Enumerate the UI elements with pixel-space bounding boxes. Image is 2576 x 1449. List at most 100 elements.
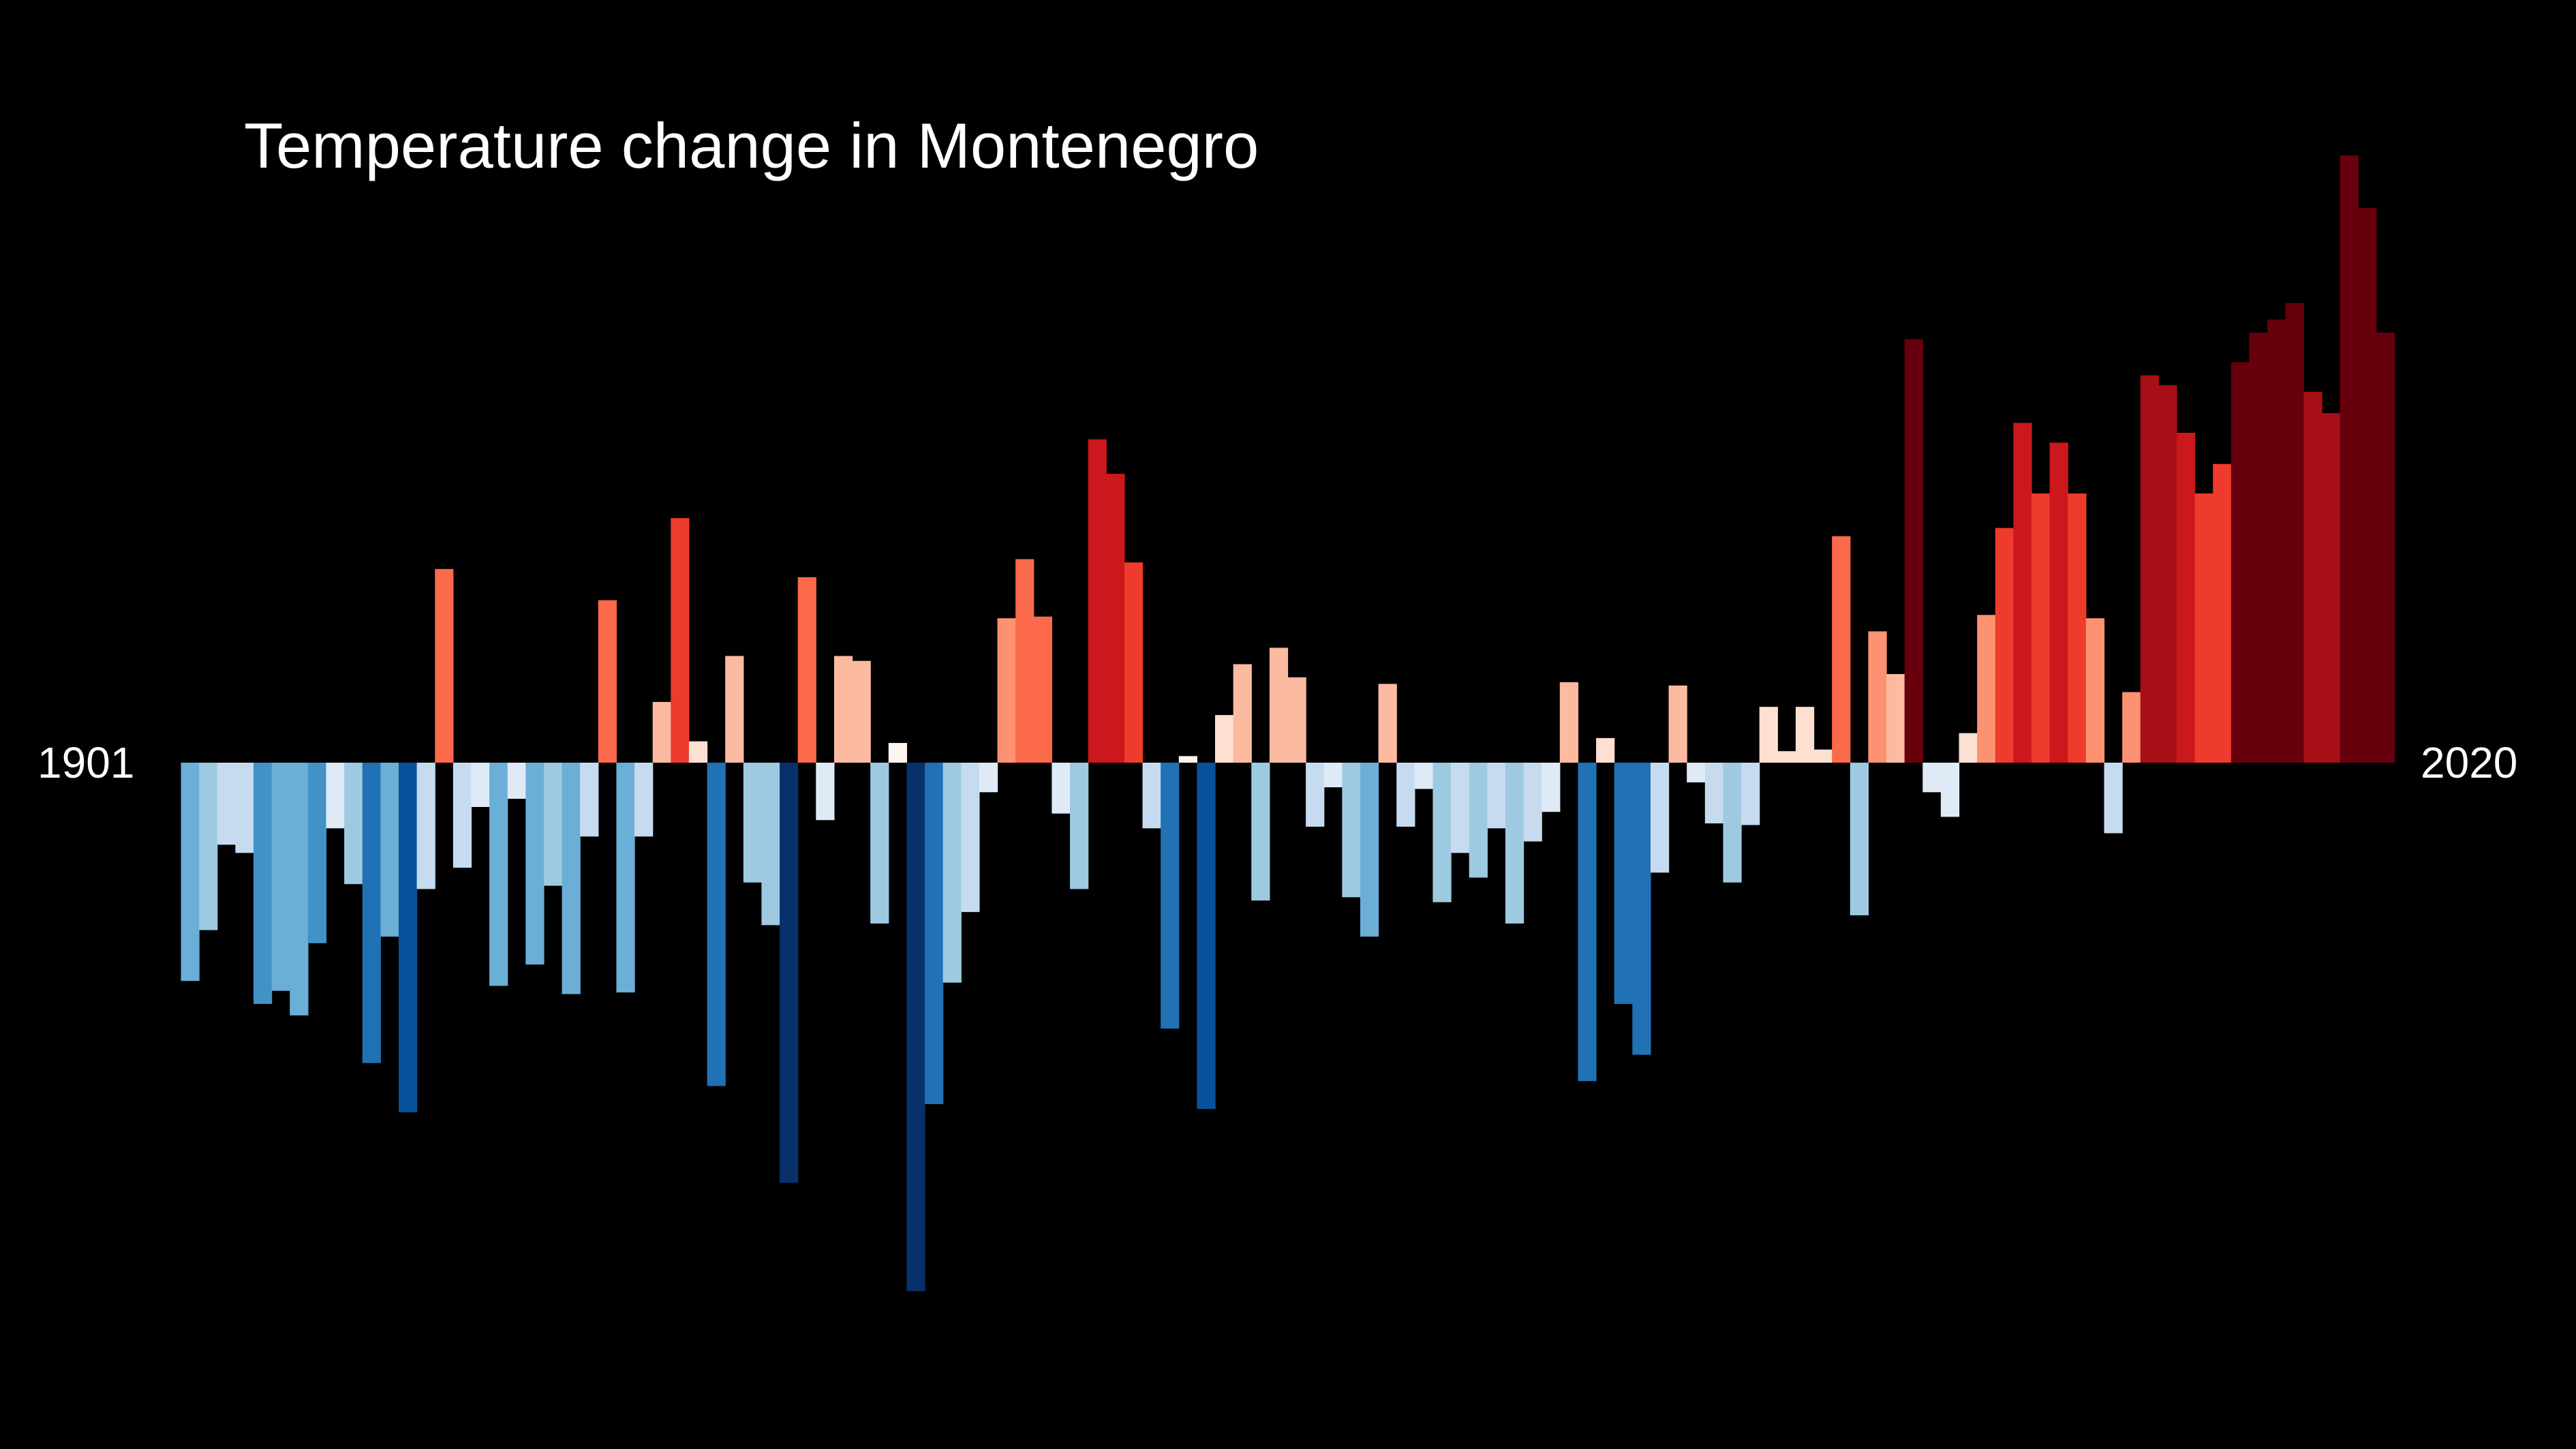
- bar-1976: [1542, 763, 1561, 812]
- bar-1994: [1868, 631, 1887, 763]
- bar-1953: [1124, 562, 1144, 763]
- bar-1929: [688, 741, 708, 763]
- bar-2004: [2049, 442, 2068, 763]
- bar-1941: [906, 763, 925, 1292]
- bar-1985: [1704, 763, 1724, 824]
- start-year-label: 1901: [37, 738, 135, 787]
- bar-1993: [1850, 763, 1869, 915]
- end-year-label: 2020: [2421, 738, 2518, 787]
- bar-2021: [2358, 208, 2377, 763]
- bar-1973: [1487, 763, 1506, 829]
- bar-2001: [1995, 528, 2014, 763]
- bar-1921: [543, 763, 563, 886]
- bar-1924: [598, 600, 617, 763]
- bar-1970: [1432, 763, 1452, 902]
- bar-1940: [888, 743, 908, 763]
- bar-1969: [1414, 763, 1434, 789]
- bar-1947: [1015, 559, 1034, 763]
- bar-1997: [1922, 763, 1942, 793]
- bar-2011: [2177, 432, 2196, 763]
- bar-1916: [453, 763, 472, 868]
- bar-1960: [1251, 763, 1270, 901]
- bar-1932: [743, 763, 763, 883]
- bar-1962: [1287, 677, 1306, 763]
- bar-1930: [707, 763, 726, 1086]
- bar-1971: [1451, 763, 1470, 853]
- bar-1998: [1940, 763, 1960, 817]
- bar-1980: [1614, 763, 1633, 1004]
- bar-1926: [634, 763, 654, 837]
- bar-2014: [2230, 362, 2250, 763]
- bar-1917: [471, 763, 490, 808]
- bar-1923: [580, 763, 599, 837]
- bar-2017: [2285, 303, 2304, 763]
- bar-1972: [1469, 763, 1488, 878]
- bar-1987: [1741, 763, 1760, 825]
- bar-2016: [2267, 319, 2286, 763]
- bar-1905: [253, 763, 273, 1004]
- bar-1963: [1306, 763, 1325, 827]
- bar-1966: [1360, 763, 1379, 937]
- bar-2013: [2213, 463, 2232, 763]
- bar-1952: [1106, 474, 1125, 763]
- bar-1988: [1759, 707, 1778, 763]
- bar-1946: [997, 618, 1016, 763]
- bar-2020: [2340, 155, 2359, 763]
- bar-1911: [362, 763, 381, 1063]
- bar-1920: [525, 763, 545, 965]
- bar-2007: [2104, 763, 2123, 834]
- bar-1986: [1723, 763, 1742, 883]
- bar-2008: [2122, 692, 2141, 763]
- bar-1954: [1142, 763, 1161, 829]
- bar-1956: [1178, 756, 1197, 763]
- bar-1945: [979, 763, 998, 793]
- bar-1964: [1323, 763, 1343, 788]
- bar-1939: [870, 763, 889, 924]
- bar-1901: [181, 763, 200, 981]
- bar-1996: [1904, 339, 1923, 763]
- bar-1938: [852, 660, 871, 763]
- bar-1943: [942, 763, 962, 983]
- bar-1959: [1233, 664, 1252, 763]
- bar-1955: [1161, 763, 1180, 1029]
- bar-1989: [1777, 751, 1796, 763]
- bar-1937: [833, 656, 853, 763]
- bar-1903: [217, 763, 236, 845]
- bar-1909: [326, 763, 345, 829]
- chart-title: Temperature change in Montenegro: [244, 110, 1259, 181]
- bar-1910: [344, 763, 363, 885]
- bar-2006: [2085, 618, 2105, 763]
- bar-1992: [1832, 536, 1851, 763]
- bar-1902: [199, 763, 218, 930]
- bar-2009: [2140, 375, 2159, 763]
- bar-1904: [235, 763, 254, 853]
- bar-1957: [1197, 763, 1216, 1110]
- bar-2015: [2249, 333, 2268, 763]
- bar-1919: [507, 763, 526, 799]
- bar-1907: [290, 763, 309, 1016]
- bar-2012: [2194, 493, 2213, 763]
- bar-1995: [1886, 673, 1905, 763]
- bar-1906: [271, 763, 290, 991]
- bar-2010: [2158, 385, 2177, 763]
- bar-1975: [1523, 763, 1542, 842]
- bar-1981: [1632, 763, 1651, 1055]
- bar-1936: [816, 763, 835, 821]
- bar-1912: [380, 763, 399, 937]
- bar-1990: [1795, 707, 1815, 763]
- bar-1928: [671, 518, 690, 763]
- bar-1925: [616, 763, 635, 993]
- bar-2000: [1977, 615, 1996, 763]
- bar-1922: [562, 763, 581, 994]
- bar-2002: [2013, 423, 2032, 763]
- bar-1977: [1559, 682, 1579, 763]
- bar-1935: [797, 577, 816, 763]
- bar-1913: [398, 763, 418, 1112]
- bar-2019: [2322, 413, 2341, 763]
- bar-1951: [1088, 439, 1107, 763]
- bar-2018: [2303, 391, 2322, 763]
- bar-1949: [1052, 763, 1071, 814]
- bar-1931: [725, 656, 744, 763]
